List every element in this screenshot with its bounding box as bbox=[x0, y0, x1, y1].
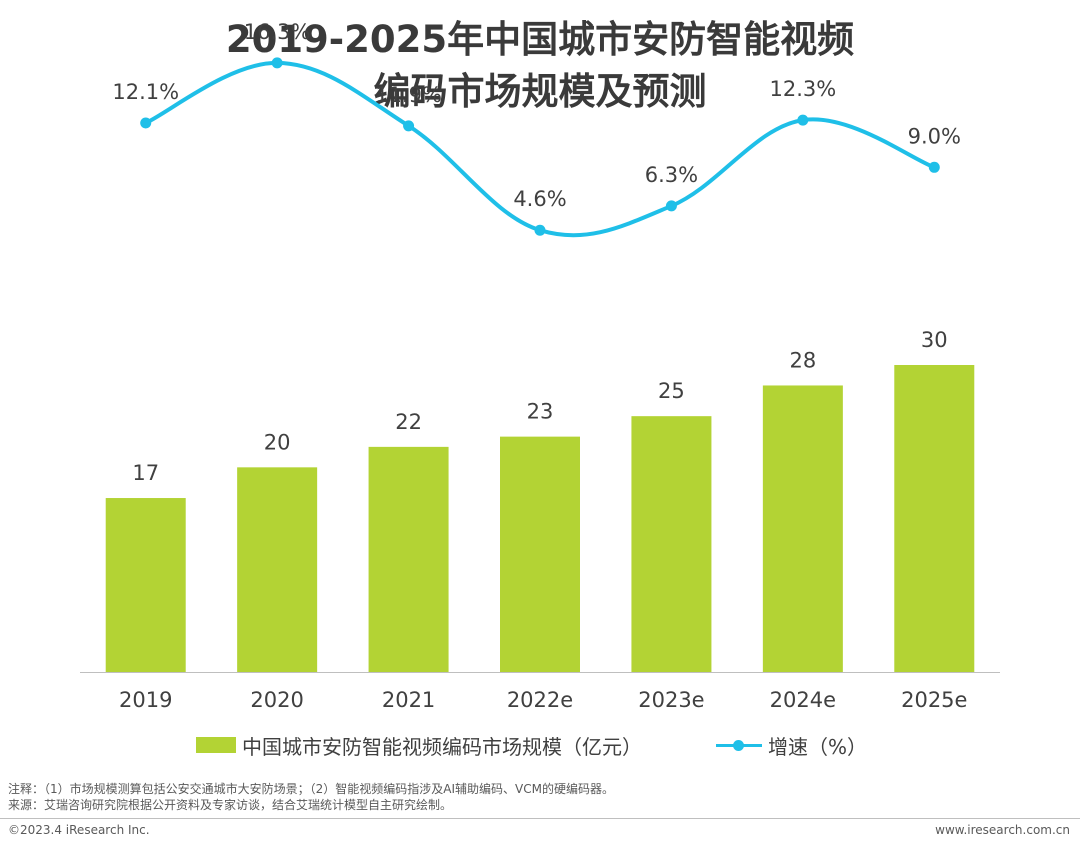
x-tick-label: 2024e bbox=[770, 688, 836, 712]
bar-value-label: 25 bbox=[658, 379, 685, 403]
growth-point bbox=[665, 200, 677, 212]
x-tick-label: 2022e bbox=[507, 688, 573, 712]
chart-title-line-1: 2019-2025年中国城市安防智能视频 bbox=[225, 18, 855, 61]
growth-point bbox=[403, 120, 415, 132]
x-tick-label: 2019 bbox=[119, 688, 172, 712]
growth-value-label: 6.3% bbox=[645, 163, 698, 187]
legend: 中国城市安防智能视频编码市场规模（亿元） 增速（%） bbox=[0, 730, 1080, 760]
bar bbox=[762, 385, 843, 672]
x-tick-label: 2023e bbox=[638, 688, 704, 712]
growth-point bbox=[928, 161, 940, 173]
x-tick-label: 2025e bbox=[901, 688, 967, 712]
bar bbox=[237, 467, 318, 672]
bar bbox=[894, 365, 975, 672]
footer-divider bbox=[0, 818, 1080, 819]
notes-line: 注释：（1）市场规模测算包括公安交通城市大安防场景；（2）智能视频编码指涉及AI… bbox=[8, 782, 614, 796]
growth-value-label: 11.9% bbox=[375, 83, 442, 107]
growth-value-label: 12.1% bbox=[112, 80, 179, 104]
growth-point bbox=[271, 57, 283, 69]
x-tick-label: 2020 bbox=[250, 688, 303, 712]
bar-value-label: 28 bbox=[789, 348, 816, 372]
growth-line-layer: 12.1% 16.3% 11.9% 4.6% 6.3% 12.3% 9.0% bbox=[112, 20, 961, 238]
chart-title-line-2: 编码市场规模及预测 bbox=[373, 70, 707, 113]
bar bbox=[631, 416, 712, 672]
growth-value-label: 16.3% bbox=[244, 20, 311, 44]
bar-value-label: 17 bbox=[132, 461, 159, 485]
growth-point bbox=[534, 224, 546, 236]
legend-item-market-size: 中国城市安防智能视频编码市场规模（亿元） bbox=[196, 730, 642, 760]
source-line: 来源：艾瑞咨询研究院根据公开资料及专家访谈，结合艾瑞统计模型自主研究绘制。 bbox=[8, 798, 453, 812]
growth-value-label: 12.3% bbox=[769, 77, 836, 101]
bar-value-label: 30 bbox=[921, 328, 948, 352]
growth-value-label: 9.0% bbox=[908, 124, 961, 148]
legend-line-swatch bbox=[716, 737, 762, 753]
bar bbox=[500, 436, 580, 672]
bar-value-label: 20 bbox=[264, 430, 291, 454]
chart-title: 2019-2025年中国城市安防智能视频 编码市场规模及预测 bbox=[0, 14, 1080, 118]
legend-label-market-size: 中国城市安防智能视频编码市场规模（亿元） bbox=[242, 734, 642, 759]
notes: 注释：（1）市场规模测算包括公安交通城市大安防场景；（2）智能视频编码指涉及AI… bbox=[8, 781, 614, 813]
growth-value-label: 4.6% bbox=[513, 187, 566, 211]
website: www.iresearch.com.cn bbox=[935, 823, 1070, 837]
bar bbox=[105, 498, 186, 672]
legend-item-growth: 增速（%） bbox=[716, 730, 867, 760]
growth-point bbox=[140, 117, 152, 129]
x-tick-label: 2021 bbox=[382, 688, 435, 712]
bar-value-label: 22 bbox=[395, 410, 422, 434]
copyright: ©2023.4 iResearch Inc. bbox=[8, 823, 150, 837]
bar bbox=[368, 446, 449, 672]
bars-layer: 17 20 22 23 25 28 30 bbox=[105, 328, 975, 672]
legend-label-growth: 增速（%） bbox=[768, 734, 868, 759]
legend-bar-swatch bbox=[196, 737, 236, 753]
x-axis: 2019 2020 2021 2022e 2023e 2024e 2025e bbox=[80, 672, 1000, 712]
bar-value-label: 23 bbox=[527, 400, 554, 424]
growth-point bbox=[797, 114, 809, 126]
